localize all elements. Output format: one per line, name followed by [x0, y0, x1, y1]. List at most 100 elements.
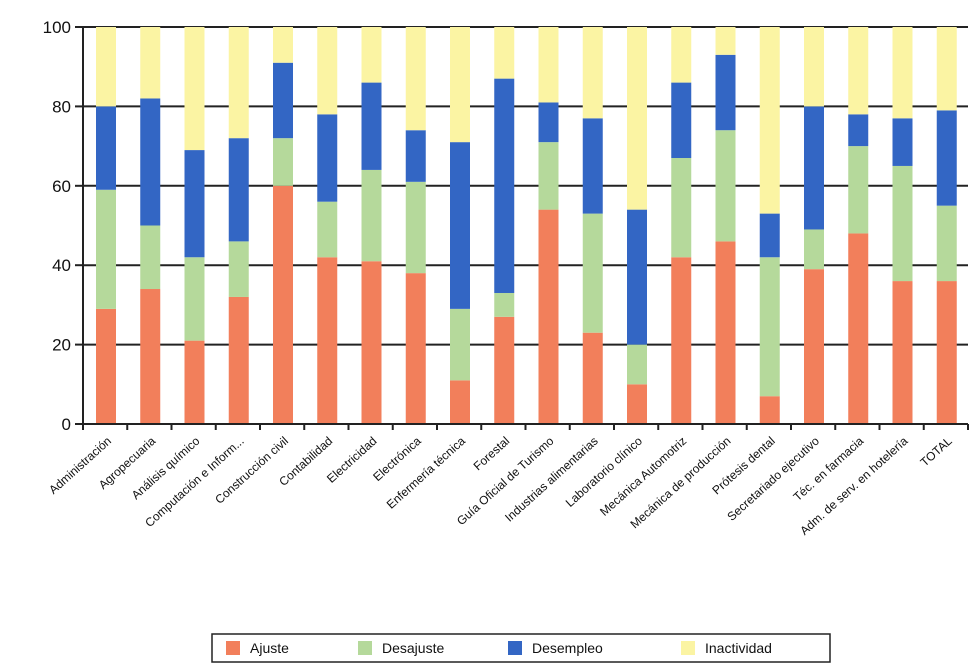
legend-swatch-desempleo — [508, 641, 522, 655]
bar-desajuste-7 — [405, 181, 426, 274]
bar-inactividad-19 — [936, 27, 957, 111]
bar-desajuste-9 — [494, 292, 515, 317]
bar-desempleo-12 — [627, 209, 647, 345]
bar-desajuste-10 — [538, 142, 559, 210]
bar-desajuste-13 — [671, 158, 692, 258]
y-tick-label: 60 — [52, 177, 71, 196]
bar-desempleo-19 — [936, 110, 957, 206]
bar-desajuste-1 — [140, 225, 161, 290]
bar-ajuste-1 — [140, 289, 161, 424]
bar-ajuste-7 — [405, 273, 426, 424]
bar-desempleo-16 — [804, 106, 824, 230]
bar-ajuste-0 — [96, 308, 116, 424]
bar-desempleo-8 — [450, 142, 470, 309]
bar-ajuste-5 — [317, 257, 338, 424]
bar-inactividad-6 — [361, 27, 382, 83]
bar-desajuste-5 — [317, 201, 338, 258]
bar-inactividad-16 — [804, 27, 824, 107]
bar-inactividad-2 — [184, 27, 205, 151]
bar-inactividad-11 — [582, 27, 603, 119]
y-axis: 0 20 40 60 80 100 — [43, 18, 84, 434]
legend-swatch-desajuste — [358, 641, 372, 655]
y-tick-label: 20 — [52, 336, 71, 355]
x-category-label: Enfermería técnica — [384, 434, 468, 512]
bar-ajuste-11 — [582, 332, 603, 424]
bar-desempleo-3 — [228, 138, 249, 242]
bar-desempleo-5 — [317, 114, 338, 202]
bar-desempleo-11 — [582, 118, 603, 214]
bar-ajuste-2 — [184, 340, 205, 424]
bar-ajuste-3 — [228, 296, 249, 424]
bar-ajuste-15 — [759, 396, 780, 424]
bar-desajuste-4 — [273, 138, 293, 186]
legend: Ajuste Desajuste Desempleo Inactividad — [211, 633, 831, 663]
bar-inactividad-14 — [715, 27, 736, 55]
bar-ajuste-19 — [936, 281, 957, 424]
legend-label-desempleo: Desempleo — [532, 640, 603, 656]
y-tick-label: 0 — [62, 415, 71, 434]
bar-inactividad-7 — [405, 27, 426, 131]
bar-inactividad-4 — [273, 27, 293, 63]
bar-inactividad-5 — [317, 27, 338, 115]
bar-ajuste-17 — [848, 233, 869, 424]
bar-desajuste-11 — [582, 213, 603, 333]
bar-ajuste-6 — [361, 261, 382, 424]
bar-desempleo-2 — [184, 150, 205, 258]
bar-ajuste-16 — [804, 269, 824, 424]
bar-desempleo-7 — [405, 130, 426, 182]
bar-desempleo-9 — [494, 78, 515, 293]
gridlines — [83, 26, 968, 346]
bar-ajuste-13 — [671, 257, 692, 424]
y-tick-label: 100 — [43, 18, 71, 37]
bars — [96, 27, 957, 424]
bar-desajuste-15 — [759, 257, 780, 397]
bar-ajuste-8 — [450, 380, 470, 424]
bar-desajuste-16 — [804, 229, 824, 270]
bar-inactividad-9 — [494, 27, 515, 79]
y-tick-label: 40 — [52, 256, 71, 275]
bar-desempleo-10 — [538, 102, 559, 143]
bar-inactividad-17 — [848, 27, 869, 115]
legend-swatch-inactividad — [681, 641, 695, 655]
bar-desempleo-17 — [848, 114, 869, 147]
bar-desajuste-18 — [892, 165, 913, 282]
bar-inactividad-8 — [450, 27, 470, 143]
legend-swatch-ajuste — [226, 641, 240, 655]
bar-ajuste-4 — [273, 185, 293, 424]
bar-desajuste-2 — [184, 257, 205, 341]
bar-desajuste-8 — [450, 308, 470, 381]
bar-ajuste-10 — [538, 209, 559, 424]
bar-desempleo-1 — [140, 98, 161, 226]
bar-inactividad-10 — [538, 27, 559, 103]
bar-inactividad-0 — [96, 27, 116, 107]
bar-inactividad-18 — [892, 27, 913, 119]
bar-inactividad-3 — [228, 27, 249, 139]
bar-inactividad-1 — [140, 27, 161, 99]
bar-desempleo-6 — [361, 82, 382, 170]
bar-desempleo-18 — [892, 118, 913, 166]
bar-desajuste-6 — [361, 169, 382, 262]
legend-label-desajuste: Desajuste — [382, 640, 444, 656]
legend-label-ajuste: Ajuste — [250, 640, 289, 656]
x-category-label: Forestal — [471, 434, 513, 473]
bar-desajuste-12 — [627, 344, 647, 385]
bar-desempleo-15 — [759, 213, 780, 258]
bar-desempleo-14 — [715, 54, 736, 131]
bar-desajuste-3 — [228, 241, 249, 297]
bar-ajuste-14 — [715, 241, 736, 424]
legend-label-inactividad: Inactividad — [705, 640, 772, 656]
bar-desajuste-17 — [848, 146, 869, 234]
bar-desempleo-13 — [671, 82, 692, 159]
bar-desajuste-14 — [715, 130, 736, 242]
bar-ajuste-18 — [892, 281, 913, 424]
bar-desempleo-4 — [273, 62, 293, 139]
bar-desajuste-0 — [96, 189, 116, 309]
bar-ajuste-9 — [494, 316, 515, 424]
bar-desajuste-19 — [936, 205, 957, 282]
bar-inactividad-12 — [627, 27, 647, 210]
x-category-label: TOTAL — [917, 434, 955, 470]
bar-inactividad-15 — [759, 27, 780, 214]
y-tick-label: 80 — [52, 97, 71, 116]
bar-inactividad-13 — [671, 27, 692, 83]
